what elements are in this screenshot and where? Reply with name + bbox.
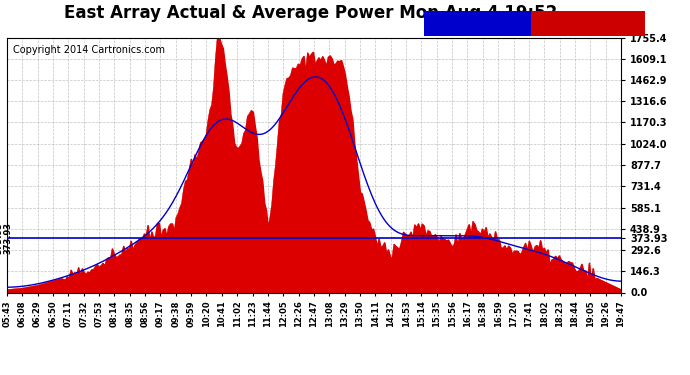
Text: East Array Actual & Average Power Mon Aug 4 19:52: East Array Actual & Average Power Mon Au… [64,4,557,22]
Text: Average  (DC Watts): Average (DC Watts) [426,19,530,28]
Text: 373.93: 373.93 [3,222,12,254]
Text: 373.93: 373.93 [0,222,4,254]
Text: East Array  (DC Watts): East Array (DC Watts) [531,19,646,28]
Text: Copyright 2014 Cartronics.com: Copyright 2014 Cartronics.com [13,45,165,55]
